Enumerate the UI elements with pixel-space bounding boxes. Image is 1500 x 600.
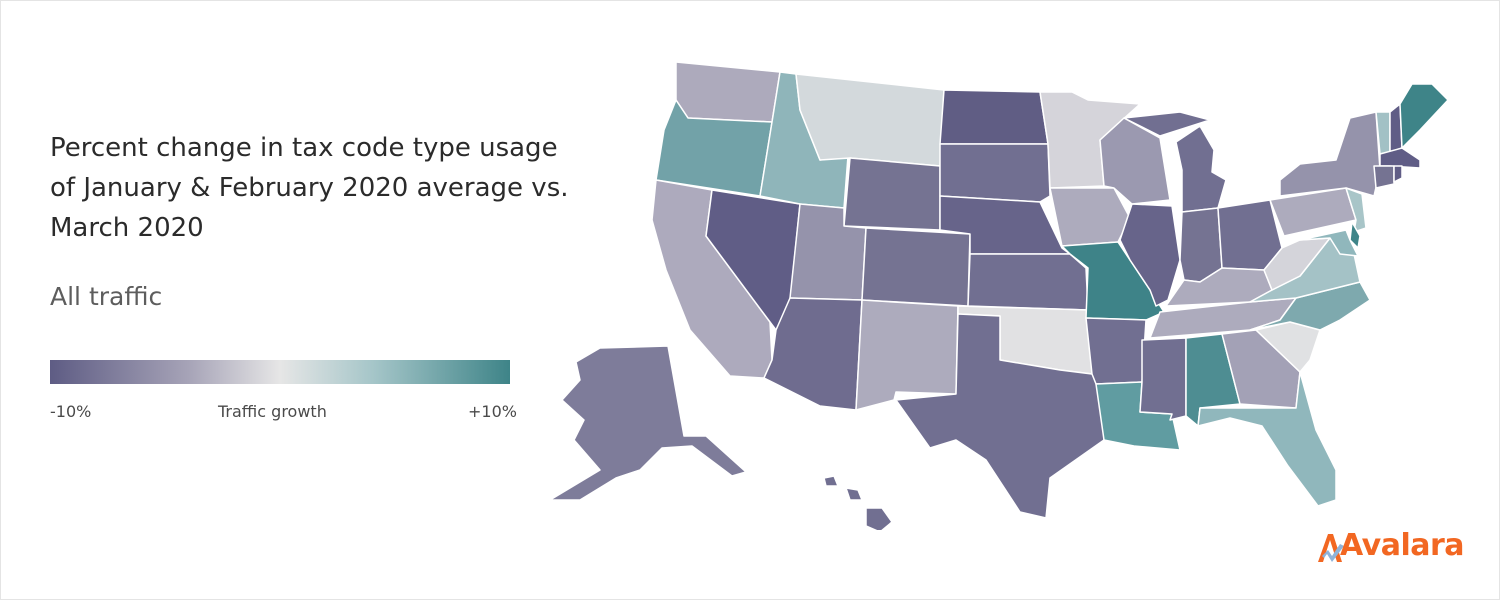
map-subtitle: All traffic [50,282,163,311]
map-title: Percent change in tax code type usage of… [50,133,569,243]
state-ks [967,253,1089,311]
state-fl [1197,371,1337,507]
legend-color-scale [50,360,510,384]
legend-max-label: +10% [468,402,517,421]
state-wa [675,61,781,123]
state-md [1299,229,1359,257]
state-ms [1139,337,1187,421]
state-ar [1085,317,1147,385]
state-me [1399,83,1449,149]
state-nm [855,299,959,411]
state-ia [1049,187,1131,247]
state-mi [1123,111,1227,213]
state-in [1179,207,1223,283]
state-ri [1393,165,1403,183]
state-mo [1061,241,1165,321]
state-de [1349,221,1361,249]
state-nj [1345,187,1367,233]
state-ct [1373,165,1395,189]
avalara-logo-mark-icon [1318,534,1344,562]
us-choropleth-map [440,60,1460,530]
avalara-wordmark: Avalara [1340,528,1465,563]
state-ak [549,345,747,501]
state-mt [795,73,945,167]
us-map-svg [549,61,1449,530]
state-nd [939,89,1049,145]
state-tx [895,313,1105,519]
state-nc [1249,281,1371,331]
state-il [1119,203,1181,307]
state-wy [843,157,941,231]
legend-mid-label: Traffic growth [218,402,327,421]
state-sd [939,143,1051,203]
state-co [861,227,971,307]
legend-min-label: -10% [50,402,92,421]
state-hi [823,475,893,530]
state-ny [1279,111,1381,197]
